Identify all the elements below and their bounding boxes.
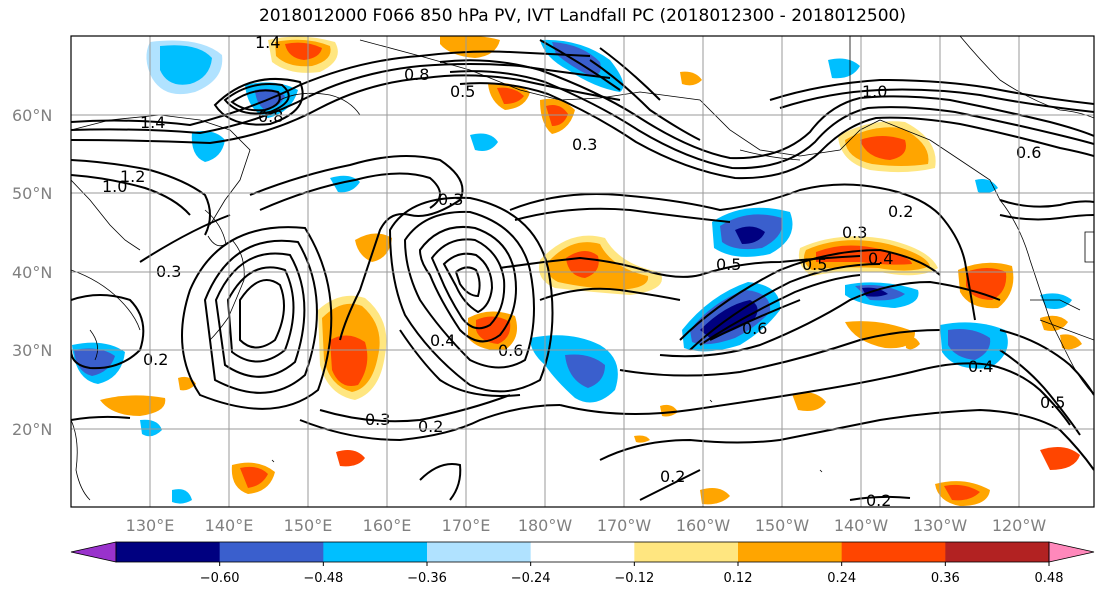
colorbar-tick-label: 0.24: [827, 571, 856, 586]
colorbar: −0.60 −0.48 −0.36 −0.24 −0.12 0.12 0.24 0.36 0.4…: [70, 541, 1095, 586]
lon-label: 170°E: [442, 516, 491, 535]
lat-label: 50°N: [12, 184, 52, 203]
contour-label: 0.2: [888, 202, 913, 221]
contour-label: 0.5: [802, 255, 827, 274]
lon-label: 170°W: [597, 516, 652, 535]
contour-label: 0.3: [438, 190, 463, 209]
contour-label: 1.4: [255, 33, 280, 52]
map-frame: [70, 35, 1095, 508]
colorbar-tick-label: 0.36: [931, 571, 960, 586]
colorbar-outline: [115, 541, 1050, 563]
contour-label: 0.2: [418, 417, 443, 436]
pv-contours: [71, 39, 1094, 501]
contour-label: 1.0: [862, 82, 887, 101]
colorbar-tick-label: −0.48: [303, 571, 343, 586]
contour-label: 0.2: [660, 467, 685, 486]
colorbar-extend-low: [70, 541, 117, 563]
lon-label: 140°W: [834, 516, 889, 535]
contour-labels: 1.4 0.8 0.5 0.8 1.4 1.2 1.0 0.3 0.3 0.3 …: [102, 33, 1065, 510]
lon-label: 160°W: [676, 516, 731, 535]
lat-label: 40°N: [12, 263, 52, 282]
contour-label: 1.2: [120, 167, 145, 186]
lon-label: 120°W: [992, 516, 1047, 535]
lon-label: 180°W: [518, 516, 573, 535]
lon-label: 130°W: [913, 516, 968, 535]
longitude-labels: 130°E 140°E 150°E 160°E 170°E 180°W 170°…: [126, 516, 1047, 535]
contour-label: 0.5: [1040, 393, 1065, 412]
contour-label: 0.4: [968, 357, 993, 376]
colorbar-cell: [841, 542, 946, 562]
contour-label: 0.6: [1016, 143, 1041, 162]
latitude-labels: 60°N 50°N 40°N 30°N 20°N: [12, 106, 52, 439]
colorbar-tick-label: −0.12: [614, 571, 654, 586]
colorbar-cell: [116, 542, 221, 562]
colorbar-tick-label: 0.12: [724, 571, 753, 586]
contour-label: 0.2: [143, 350, 168, 369]
figure-title: 2018012000 F066 850 hPa PV, IVT Landfall…: [258, 6, 906, 26]
lon-label: 150°W: [755, 516, 810, 535]
colorbar-extend-high: [1048, 541, 1095, 563]
contour-label: 1.4: [140, 113, 165, 132]
coastlines: [71, 36, 1094, 501]
colorbar-cell: [738, 542, 843, 562]
lon-label: 150°E: [284, 516, 333, 535]
contour-label: 0.3: [572, 135, 597, 154]
contour-label: 0.4: [868, 249, 893, 268]
contour-label: 0.3: [365, 410, 390, 429]
lon-label: 130°E: [126, 516, 175, 535]
contour-label: 0.5: [450, 82, 475, 101]
colorbar-cell: [945, 542, 1050, 562]
contour-label: 0.3: [842, 223, 867, 242]
contour-label: 0.8: [404, 65, 429, 84]
colorbar-tick-label: −0.36: [407, 571, 447, 586]
colorbar-cell: [323, 542, 428, 562]
pv-shading: [72, 36, 1082, 506]
lon-label: 160°E: [363, 516, 412, 535]
colorbar-cell: [427, 542, 532, 562]
colorbar-cell: [530, 542, 635, 562]
contour-label: 0.4: [430, 331, 455, 350]
colorbar-tick-label: −0.60: [200, 571, 240, 586]
colorbar-cell: [219, 542, 324, 562]
lat-label: 20°N: [12, 420, 52, 439]
contour-label: 0.5: [716, 255, 741, 274]
graticule: [71, 36, 1094, 507]
lat-label: 30°N: [12, 341, 52, 360]
contour-label: 1.0: [102, 177, 127, 196]
contour-label: 0.6: [742, 319, 767, 338]
contour-label: 0.2: [866, 491, 891, 510]
lon-label: 140°E: [205, 516, 254, 535]
colorbar-tick-label: −0.24: [511, 571, 551, 586]
contour-label: 0.8: [258, 107, 283, 126]
colorbar-tick-label: 0.48: [1035, 571, 1064, 586]
lat-label: 60°N: [12, 106, 52, 125]
colorbar-cell: [634, 542, 739, 562]
